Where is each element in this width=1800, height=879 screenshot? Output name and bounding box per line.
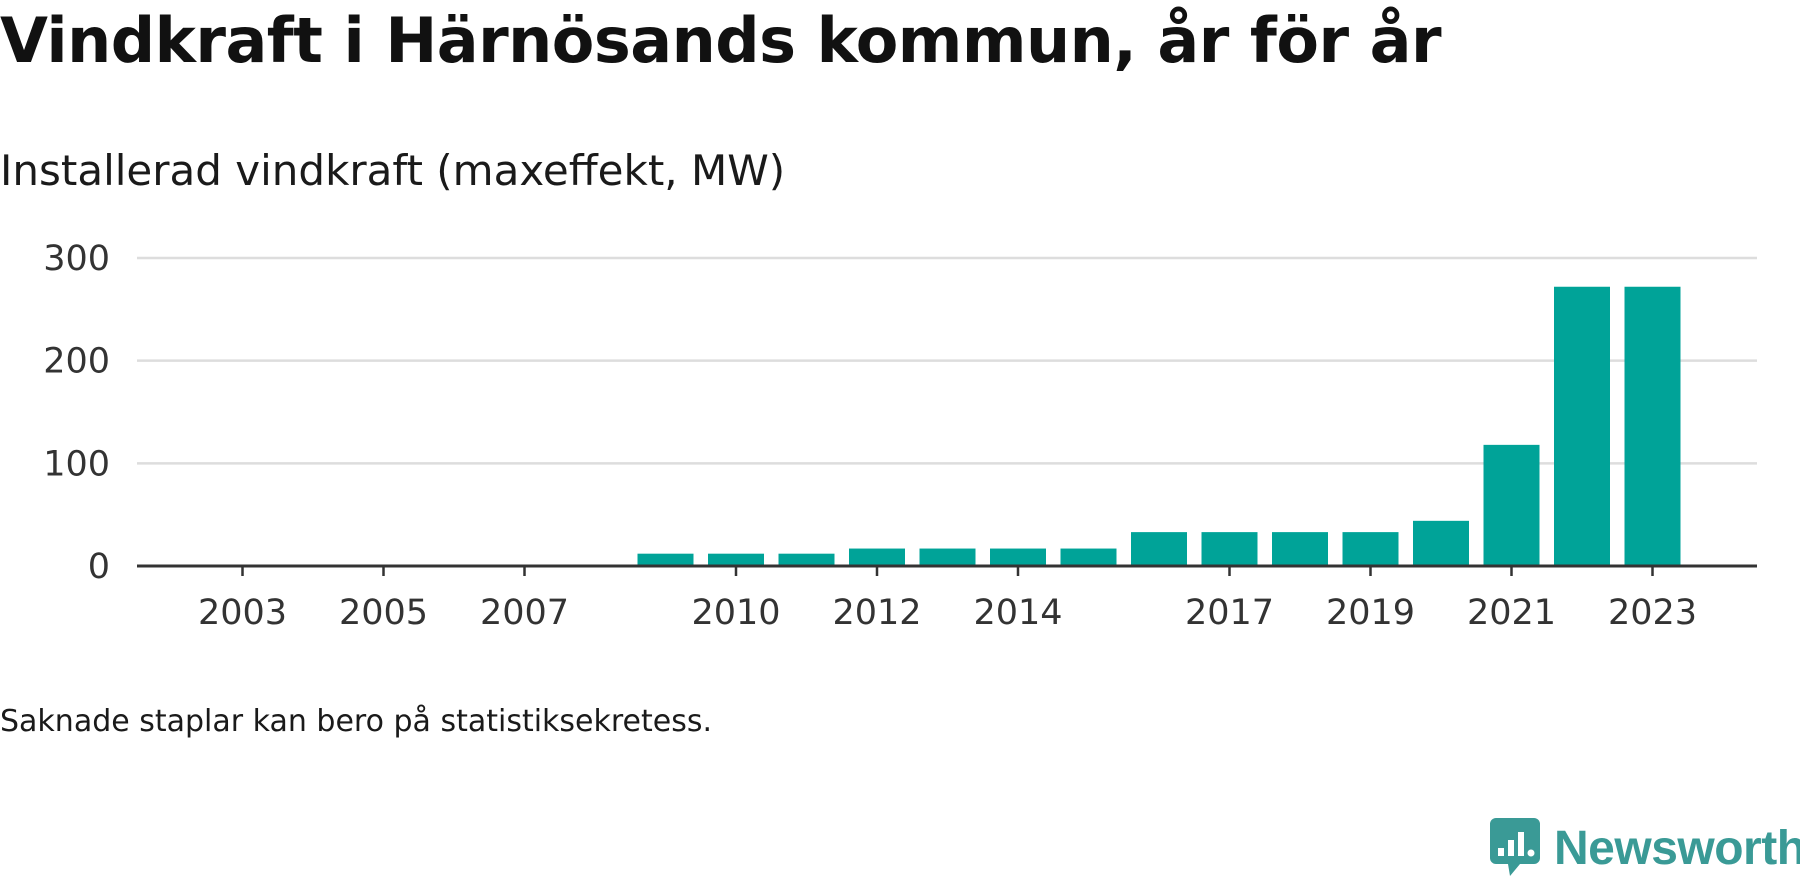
footnote: Saknade staplar kan bero på statistiksek… [0,704,713,739]
bar-2022 [1554,286,1610,566]
y-tick-label-200: 200 [43,342,110,382]
x-tick-label-2021: 2021 [1467,593,1556,633]
bar-2015 [1060,548,1117,566]
brand-logo: Newsworthy [1490,818,1800,878]
x-tick-label-2003: 2003 [198,593,287,633]
bar-2013 [919,548,976,566]
bar-2021 [1483,444,1540,566]
bar-2010 [708,553,764,566]
bar-2012 [849,548,905,566]
x-tick-label-2010: 2010 [691,593,780,633]
y-tick-label-0: 0 [88,547,110,587]
x-tick-label-2005: 2005 [339,593,428,633]
y-tick-label-100: 100 [43,444,110,484]
bar-2018 [1272,532,1328,566]
bar-2023 [1624,286,1681,566]
x-tick-label-2017: 2017 [1185,593,1274,633]
bar-2019 [1342,532,1399,566]
bar-2009 [637,553,694,566]
x-tick-label-2012: 2012 [832,593,921,633]
bar-2016 [1131,532,1187,566]
x-tick-label-2023: 2023 [1608,593,1697,633]
bar-2020 [1413,520,1469,566]
newsworthy-logo-icon [1490,818,1540,876]
chart-subtitle: Installerad vindkraft (maxeffekt, MW) [0,146,786,195]
bar-2011 [778,553,835,566]
x-tick-label-2014: 2014 [973,593,1062,633]
bar-2014 [990,548,1046,566]
x-tick-label-2019: 2019 [1326,593,1415,633]
brand-name: Newsworthy [1554,821,1800,875]
y-tick-label-300: 300 [43,239,110,279]
bar-2017 [1201,532,1258,566]
chart-title: Vindkraft i Härnösands kommun, år för år [0,4,1442,77]
x-tick-label-2007: 2007 [480,593,569,633]
